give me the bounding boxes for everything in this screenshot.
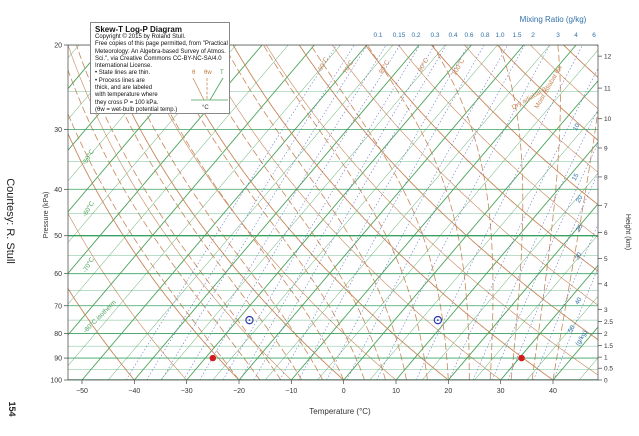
isotherm-line	[632, 45, 639, 380]
height-tick-label: 5	[604, 256, 608, 263]
dry-adiabat-line	[394, 40, 639, 380]
x-tick-label: 0	[342, 388, 346, 395]
diagram-annotation: -70°C	[81, 256, 96, 275]
height-tick-label: 4	[604, 281, 608, 288]
dry-adiabat-line	[296, 40, 639, 380]
page-number: 154	[7, 389, 17, 429]
data-point-blue-center	[437, 319, 439, 321]
moist-adiabat-line	[497, 40, 523, 380]
mixing-ratio-top-label: 6	[592, 32, 596, 39]
x-tick-label: 10	[392, 388, 400, 395]
mixing-ratio-top-label: 2	[531, 32, 535, 39]
legend-key-dry-line	[193, 78, 204, 100]
mixing-ratio-line	[449, 40, 613, 380]
dry-adiabat-line	[197, 40, 500, 380]
mixing-ratio-line	[254, 40, 449, 380]
mixing-ratio-top-label: 0.15	[393, 32, 406, 39]
legend-title: Skew-T Log-P Diagram	[95, 25, 225, 34]
height-tick-label: 1.5	[604, 343, 613, 350]
dry-adiabat-line	[361, 40, 639, 380]
legend-line: Copyright © 2015 by Roland Stull.	[95, 34, 225, 41]
x-axis-title: Temperature (°C)	[309, 407, 371, 416]
mixing-ratio-right-label: 25	[575, 223, 585, 233]
data-point-red	[210, 355, 216, 361]
height-tick-label: 0	[604, 378, 608, 385]
legend-line: Meteorology: An Algebra-based Survey of …	[95, 49, 225, 56]
height-tick-label: 12	[604, 54, 612, 61]
legend-line: Sci.", via Creative Commons CC-BY-NC-SA/…	[95, 56, 225, 63]
height-tick-label: 10	[604, 116, 612, 123]
x-tick-label: −30	[181, 388, 193, 395]
data-point-red	[518, 355, 524, 361]
mixing-ratio-right-label: (g/kg)	[575, 329, 589, 347]
isotherm-line	[605, 45, 639, 380]
height-tick-label: 3	[604, 307, 608, 314]
isotherm-line	[475, 45, 639, 380]
diagram-annotation: -60°C	[81, 200, 96, 219]
y-tick-label: 90	[54, 356, 62, 363]
height-tick-label: 2	[604, 331, 608, 338]
legend-key-unit: °C	[202, 105, 209, 111]
height-tick-label: 7	[604, 203, 608, 210]
mixing-ratio-top-label: 0.8	[480, 32, 489, 39]
x-tick-label: −40	[128, 388, 140, 395]
mixing-ratio-title: Mixing Ratio (g/kg)	[520, 15, 587, 24]
mixing-ratio-top-label: 4	[574, 32, 578, 39]
mixing-ratio-right-label: 15	[571, 172, 581, 182]
mixing-ratio-top-label: 1.0	[495, 32, 504, 39]
y-tick-label: 40	[54, 187, 62, 194]
y-tick-label: 60	[54, 271, 62, 278]
y-tick-label: 30	[54, 127, 62, 134]
dry-adiabat-line	[624, 40, 639, 380]
x-tick-label: 40	[549, 388, 557, 395]
diagram-annotation: 60°C	[316, 55, 330, 72]
x-tick-label: 20	[444, 388, 452, 395]
mixing-ratio-top-label: 0.3	[430, 32, 439, 39]
moist-adiabat-line	[221, 40, 407, 380]
legend-key-thetaw: θw	[204, 70, 212, 76]
x-tick-label: −20	[233, 388, 245, 395]
mixing-ratio-top-label: 0.2	[411, 32, 420, 39]
mixing-ratio-top-label: 0.4	[448, 32, 457, 39]
mixing-ratio-right-label: 40	[574, 296, 584, 306]
height-tick-label: 8	[604, 174, 608, 181]
mixing-ratio-top-label: 1.5	[512, 32, 521, 39]
isotherm-line	[318, 45, 603, 380]
y-tick-label: 20	[54, 43, 62, 50]
mixing-ratio-top-label: 0.1	[373, 32, 382, 39]
height-tick-label: 9	[604, 145, 608, 152]
isotherm-line	[265, 45, 550, 380]
mixing-ratio-top-label: 0.6	[464, 32, 473, 39]
height-tick-label: 11	[604, 86, 611, 93]
x-tick-label: −50	[76, 388, 88, 395]
y-tick-label: 70	[54, 303, 62, 310]
mixing-ratio-right-label: 10	[572, 122, 582, 132]
x-tick-label: 30	[497, 388, 505, 395]
y-tick-label: 50	[54, 233, 62, 240]
mixing-ratio-right-label: 50	[567, 324, 577, 334]
data-point-blue-center	[249, 319, 251, 321]
x-tick-label: −10	[285, 388, 297, 395]
y-axis-title: Pressure (kPa)	[43, 192, 50, 239]
courtesy-credit: Courtesy: R. Stull	[4, 141, 16, 301]
height-tick-label: 2.5	[604, 319, 613, 326]
y-tick-label: 100	[50, 378, 62, 385]
mixing-ratio-line	[377, 40, 553, 380]
height-tick-label: 6	[604, 230, 608, 237]
legend-key-theta: θ	[192, 70, 196, 76]
legend-key-graphic: θ θw T °C	[190, 66, 230, 112]
y-tick-label: 80	[54, 331, 62, 338]
legend-line: Free copies of this page permitted, from…	[95, 41, 225, 48]
isotherm-line	[579, 45, 639, 380]
legend-key-t: T	[220, 70, 224, 76]
mixing-ratio-top-label: 3	[556, 32, 560, 39]
height-tick-label: 0.5	[604, 366, 613, 373]
height-tick-label: 1	[604, 355, 608, 362]
isotherm-line	[370, 45, 639, 380]
y2-axis-title: Height (km)	[624, 214, 631, 250]
legend-key-isotherm-line	[210, 78, 223, 100]
diagram-annotation: Moist adiabat θw	[533, 64, 564, 110]
